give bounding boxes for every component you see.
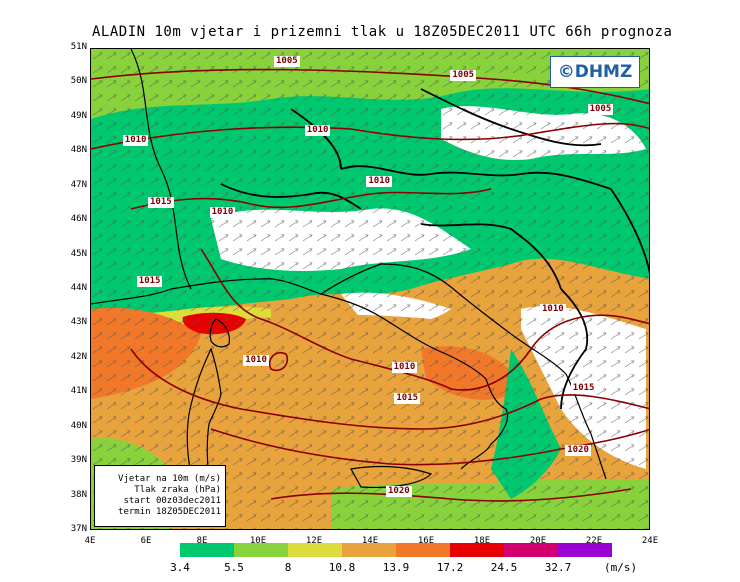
info-pressure-line: Tlak zraka (hPa) — [134, 485, 221, 495]
legend-swatch — [450, 543, 504, 557]
isobar-label: 1020 — [386, 486, 412, 498]
lat-label: 48N — [70, 145, 87, 156]
legend-swatch — [180, 543, 234, 557]
lat-label: 43N — [70, 317, 87, 328]
info-wind-line: Vjetar na 10m (m/s) — [118, 474, 221, 484]
isobar-label: 1015 — [394, 393, 421, 405]
dhmz-logo: ©DHMZ — [550, 56, 640, 88]
legend-swatch — [396, 543, 450, 557]
legend-label: 10.8 — [328, 561, 356, 574]
lat-label: 51N — [70, 42, 87, 52]
lon-label: 16E — [417, 536, 435, 546]
forecast-map[interactable] — [90, 48, 650, 530]
lon-label: 22E — [585, 536, 603, 546]
info-box: Vjetar na 10m (m/s) Tlak zraka (hPa) sta… — [94, 465, 226, 527]
lat-label: 40N — [70, 420, 87, 431]
lon-label: 24E — [641, 536, 659, 546]
lon-label: 4E — [84, 536, 96, 546]
lon-label: 20E — [529, 536, 547, 546]
isobar-label: 1010 — [391, 362, 418, 374]
lat-label: 46N — [70, 214, 87, 225]
info-term-line: termin 18Z05DEC2011 — [118, 507, 221, 517]
lon-label: 14E — [361, 536, 379, 546]
legend-label: 8 — [284, 561, 292, 574]
isobar-label: 1005 — [450, 69, 477, 81]
isobar-label: 1015 — [136, 276, 163, 288]
legend-label: 32.7 — [544, 561, 572, 574]
legend-swatch — [342, 543, 396, 557]
isobar-label: 1005 — [274, 55, 300, 67]
legend-label: 5.5 — [224, 561, 244, 574]
lon-label: 18E — [473, 536, 491, 546]
page-title: ALADIN 10m vjetar i prizemni tlak u 18Z0… — [92, 24, 673, 40]
legend-label: 17.2 — [436, 561, 464, 574]
map-canvas — [91, 49, 649, 529]
lat-label: 49N — [70, 110, 87, 121]
legend-unit: (m/s) — [604, 561, 638, 574]
lat-label: 50N — [70, 76, 87, 87]
lat-label: 47N — [70, 179, 87, 190]
lat-label: 42N — [70, 351, 87, 362]
isobar-label: 1010 — [540, 303, 566, 315]
isobar-label: 1010 — [366, 176, 393, 188]
legend-swatch — [288, 543, 342, 557]
info-start-line: start 00z03dec2011 — [123, 496, 221, 506]
lat-label: 41N — [70, 386, 87, 397]
lat-label: 44N — [70, 283, 87, 293]
legend-swatch — [504, 543, 558, 557]
lon-label: 8E — [196, 536, 208, 546]
lon-label: 12E — [305, 536, 323, 546]
isobar-label: 1010 — [304, 124, 331, 136]
lat-label: 37N — [70, 524, 87, 534]
lon-label: 6E — [140, 536, 152, 546]
lat-label: 45N — [70, 248, 87, 259]
lat-label: 38N — [70, 489, 87, 500]
isobar-label: 1015 — [148, 196, 174, 208]
legend-swatch — [558, 543, 612, 557]
isobar-label: 1020 — [565, 444, 591, 456]
lat-label: 39N — [70, 455, 87, 466]
isobar-label: 1015 — [570, 382, 597, 394]
legend-label: 24.5 — [490, 561, 518, 574]
isobar-label: 1005 — [587, 103, 614, 115]
legend-swatch — [234, 543, 288, 557]
lon-label: 10E — [249, 536, 267, 546]
isobar-label: 1010 — [209, 207, 236, 219]
legend-label: 3.4 — [170, 561, 190, 574]
isobar-label: 1010 — [243, 355, 269, 367]
isobar-label: 1010 — [122, 134, 149, 146]
legend-label: 13.9 — [382, 561, 410, 574]
